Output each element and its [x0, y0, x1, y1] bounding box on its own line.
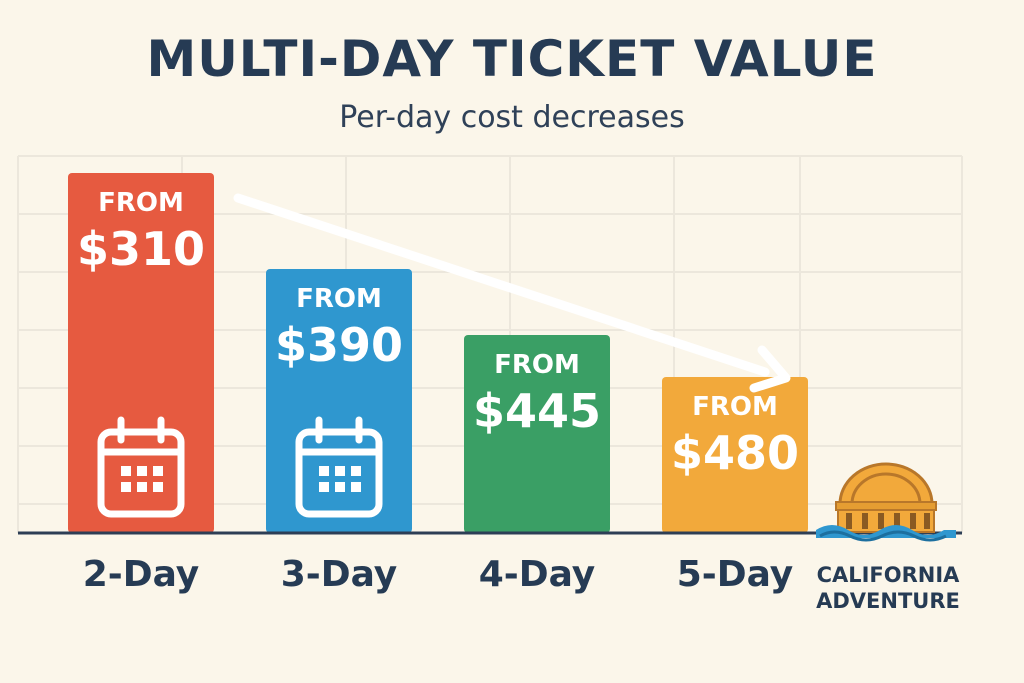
calendar-icon	[97, 416, 185, 518]
bar-prefix-label: FROM	[98, 188, 184, 218]
bar-prefix-label: FROM	[692, 392, 778, 422]
calendar-icon	[295, 416, 383, 518]
brand-line-1: CALIFORNIA	[816, 563, 960, 587]
x-tick-labels: 2-Day 3-Day 4-Day 5-Day	[83, 554, 794, 595]
bar-4-Day	[464, 335, 610, 533]
bar-prefix-label: FROM	[296, 284, 382, 314]
x-tick-label: 5-Day	[677, 554, 794, 595]
chart-title: MULTI-DAY TICKET VALUE	[146, 30, 878, 88]
trend-arrow-icon	[233, 193, 791, 393]
x-tick-label: 3-Day	[281, 554, 398, 595]
dome-logo-icon	[816, 462, 956, 542]
bar-labels: FROM $310 FROM $390 FROM $445 FROM $480	[77, 188, 799, 480]
bar-value-label: $310	[77, 222, 205, 276]
bar-value-label: $390	[275, 318, 403, 372]
brand-line-2: ADVENTURE	[816, 589, 960, 613]
bar-5-Day	[662, 377, 808, 533]
x-tick-label: 4-Day	[479, 554, 596, 595]
brand-name: CALIFORNIA ADVENTURE	[812, 562, 964, 614]
bar-value-label: $445	[473, 384, 601, 438]
chart-subtitle: Per-day cost decreases	[339, 100, 685, 135]
x-tick-label: 2-Day	[83, 554, 200, 595]
bar-prefix-label: FROM	[494, 350, 580, 380]
bar-value-label: $480	[671, 426, 799, 480]
calendar-icons	[97, 416, 383, 518]
